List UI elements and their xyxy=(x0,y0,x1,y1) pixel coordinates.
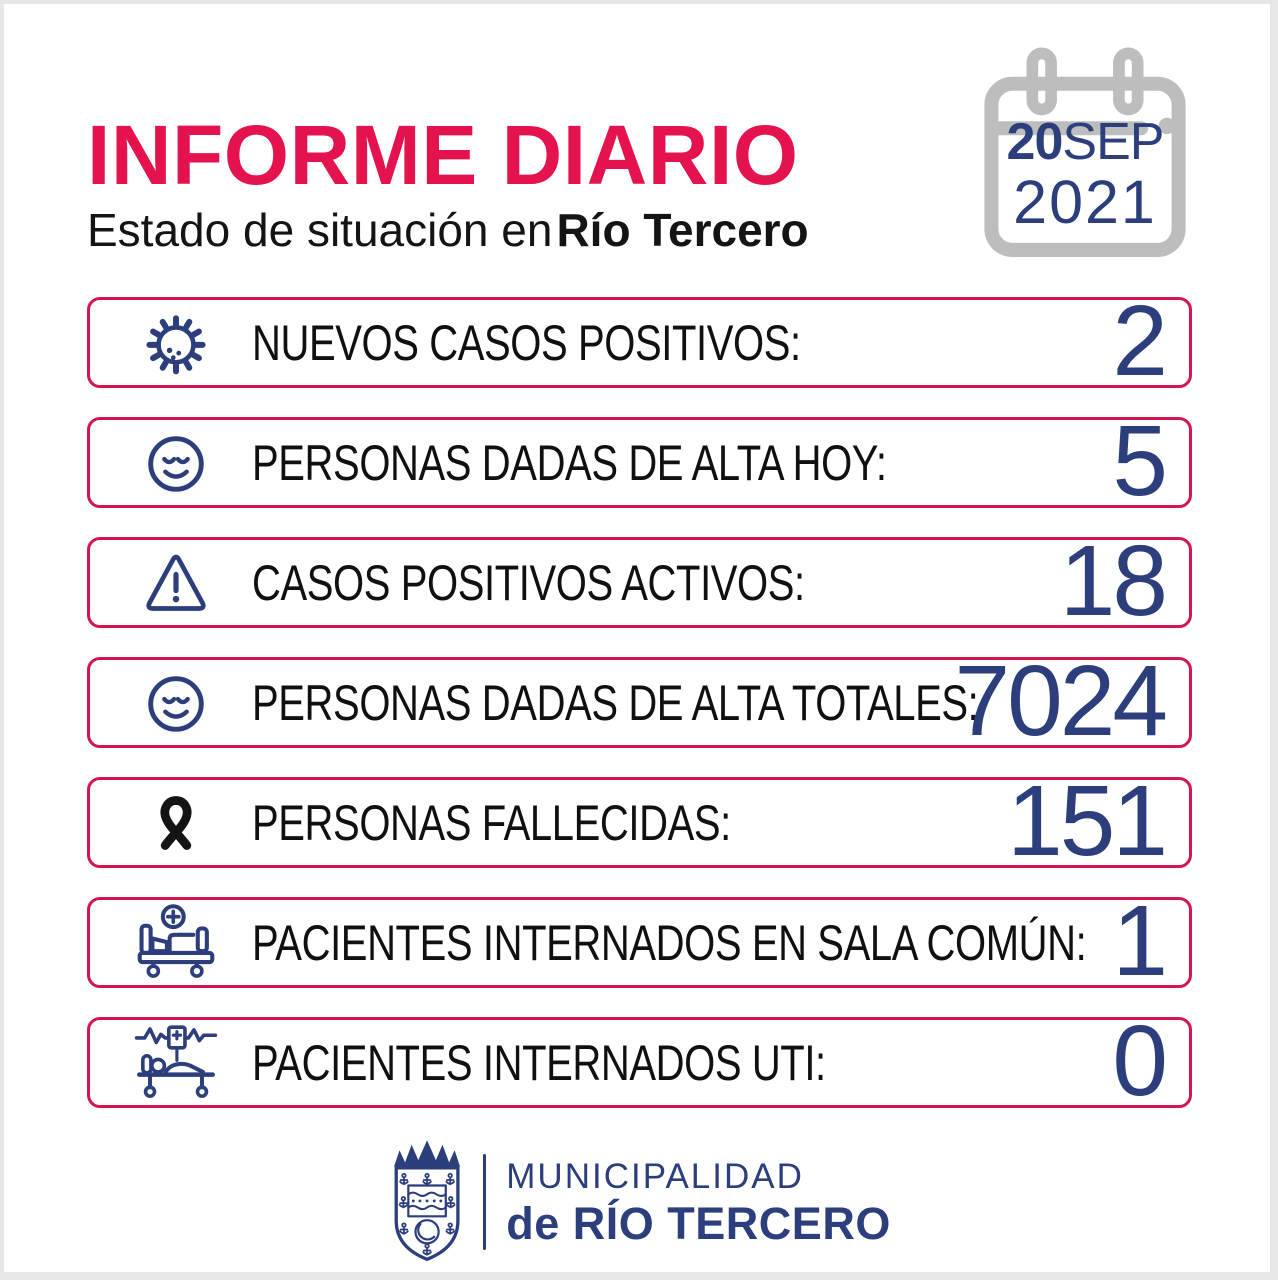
calendar-icon xyxy=(984,47,1186,257)
logo-divider xyxy=(483,1154,487,1251)
org-line1: MUNICIPALIDAD xyxy=(506,1156,804,1196)
subtitle-city: Río Tercero xyxy=(556,203,809,256)
stat-value: 151 xyxy=(1007,764,1168,877)
stat-value: 18 xyxy=(1059,524,1168,637)
stat-row-internados-uti: PACIENTES INTERNADOS UTI: 0 xyxy=(87,1011,1192,1111)
calendar-date: 20SEP 2021 xyxy=(968,116,1202,233)
virus-icon xyxy=(130,310,222,376)
happy-face-icon xyxy=(130,668,222,738)
warning-triangle-icon xyxy=(130,549,222,617)
footer-logo: MUNICIPALIDAD de RÍO TERCERO xyxy=(4,1137,1270,1267)
stat-label: PACIENTES INTERNADOS UTI: xyxy=(252,1034,826,1091)
stat-value: 1 xyxy=(1112,884,1168,997)
stat-row-internados-sala: PACIENTES INTERNADOS EN SALA COMÚN: 1 xyxy=(87,891,1192,991)
subtitle-prefix: Estado de situación en xyxy=(87,203,553,256)
stat-value: 0 xyxy=(1112,1004,1168,1117)
page-title: INFORME DIARIO xyxy=(87,108,799,202)
stat-value: 5 xyxy=(1112,404,1168,517)
stats-list: NUEVOS CASOS POSITIVOS: 2 PERSONAS DADAS… xyxy=(87,291,1192,1111)
calendar-widget: 20SEP 2021 xyxy=(968,42,1202,280)
stat-row-altas-hoy: PERSONAS DADAS DE ALTA HOY: 5 xyxy=(87,411,1192,511)
mourning-ribbon-icon xyxy=(130,790,222,856)
date-year: 2021 xyxy=(1013,168,1157,236)
stat-row-fallecidas: PERSONAS FALLECIDAS: 151 xyxy=(87,771,1192,871)
date-month: SEP xyxy=(1062,113,1164,171)
stat-label: PERSONAS DADAS DE ALTA TOTALES: xyxy=(252,674,979,731)
stat-value: 7024 xyxy=(954,644,1168,757)
happy-face-icon xyxy=(130,428,222,498)
stat-row-altas-totales: PERSONAS DADAS DE ALTA TOTALES: 7024 xyxy=(87,651,1192,751)
municipality-name: MUNICIPALIDAD de RÍO TERCERO xyxy=(506,1156,891,1250)
org-line2: de RÍO TERCERO xyxy=(506,1197,891,1249)
stat-label: PERSONAS FALLECIDAS: xyxy=(252,794,731,851)
icu-bed-icon xyxy=(130,1024,222,1102)
stat-label: PERSONAS DADAS DE ALTA HOY: xyxy=(252,434,887,491)
stat-label: PACIENTES INTERNADOS EN SALA COMÚN: xyxy=(252,914,1087,971)
hospital-bed-icon xyxy=(130,904,222,982)
date-day: 20 xyxy=(1006,113,1064,171)
stat-value: 2 xyxy=(1112,284,1168,397)
stat-label: NUEVOS CASOS POSITIVOS: xyxy=(252,314,801,371)
stat-row-nuevos-casos: NUEVOS CASOS POSITIVOS: 2 xyxy=(87,291,1192,391)
stat-row-casos-activos: CASOS POSITIVOS ACTIVOS: 18 xyxy=(87,531,1192,631)
municipality-crest-icon xyxy=(394,1140,461,1262)
page-subtitle: Estado de situación enRío Tercero xyxy=(87,203,1270,256)
stat-label: CASOS POSITIVOS ACTIVOS: xyxy=(252,554,805,611)
header: INFORME DIARIO Estado de situación enRío… xyxy=(4,4,1270,255)
